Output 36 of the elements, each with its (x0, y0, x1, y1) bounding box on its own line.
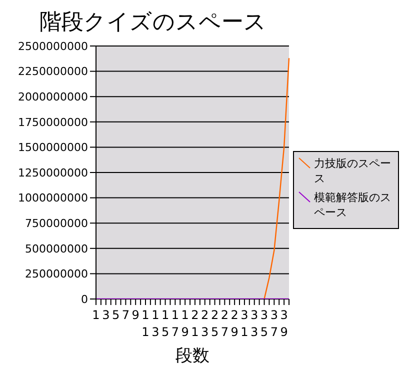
x-tick-label: 27 (220, 308, 228, 339)
x-tick-label: 11 (142, 308, 150, 339)
x-tick-label: 35 (260, 308, 268, 339)
chart-title: 階段クイズのスペース (38, 9, 268, 37)
y-tick-label: 0 (81, 292, 88, 306)
y-tick-label: 750000000 (25, 217, 88, 230)
x-tick-label: 19 (181, 308, 189, 339)
x-tick-label: 31 (240, 308, 248, 339)
x-tick-label: 39 (280, 308, 288, 339)
x-tick-label: 9 (132, 308, 140, 322)
x-tick-label: 1 (92, 308, 100, 322)
x-tick-label: 3 (102, 308, 110, 322)
y-tick-label: 1750000000 (18, 116, 88, 129)
legend-label: 模範解答版のスペース (314, 190, 392, 220)
x-tick-label: 17 (171, 308, 179, 339)
y-tick-label: 1500000000 (18, 141, 88, 154)
x-tick-label: 5 (112, 308, 120, 322)
x-axis-title: 段数 (176, 346, 210, 366)
line-series (264, 58, 290, 299)
y-tick-label: 250000000 (25, 268, 88, 281)
x-tick-label: 25 (210, 308, 219, 339)
y-tick-label: 1000000000 (18, 192, 88, 205)
x-tick-label: 29 (230, 308, 238, 339)
y-tick-label: 1250000000 (18, 166, 88, 180)
x-tick-label: 37 (270, 308, 278, 339)
y-tick-label: 2250000000 (18, 65, 88, 78)
y-tick-label: 2000000000 (18, 90, 88, 104)
x-tick-label: 33 (250, 308, 258, 339)
x-tick-label: 15 (161, 308, 170, 339)
x-tick-label: 23 (201, 308, 209, 339)
x-tick-label: 7 (122, 308, 130, 322)
y-tick-label: 500000000 (25, 242, 88, 256)
y-tick-label: 2500000000 (18, 40, 88, 53)
x-tick-label: 21 (191, 308, 199, 339)
x-tick-label: 1 3 (152, 308, 160, 339)
legend-label: 力技版のスペース (314, 156, 392, 186)
